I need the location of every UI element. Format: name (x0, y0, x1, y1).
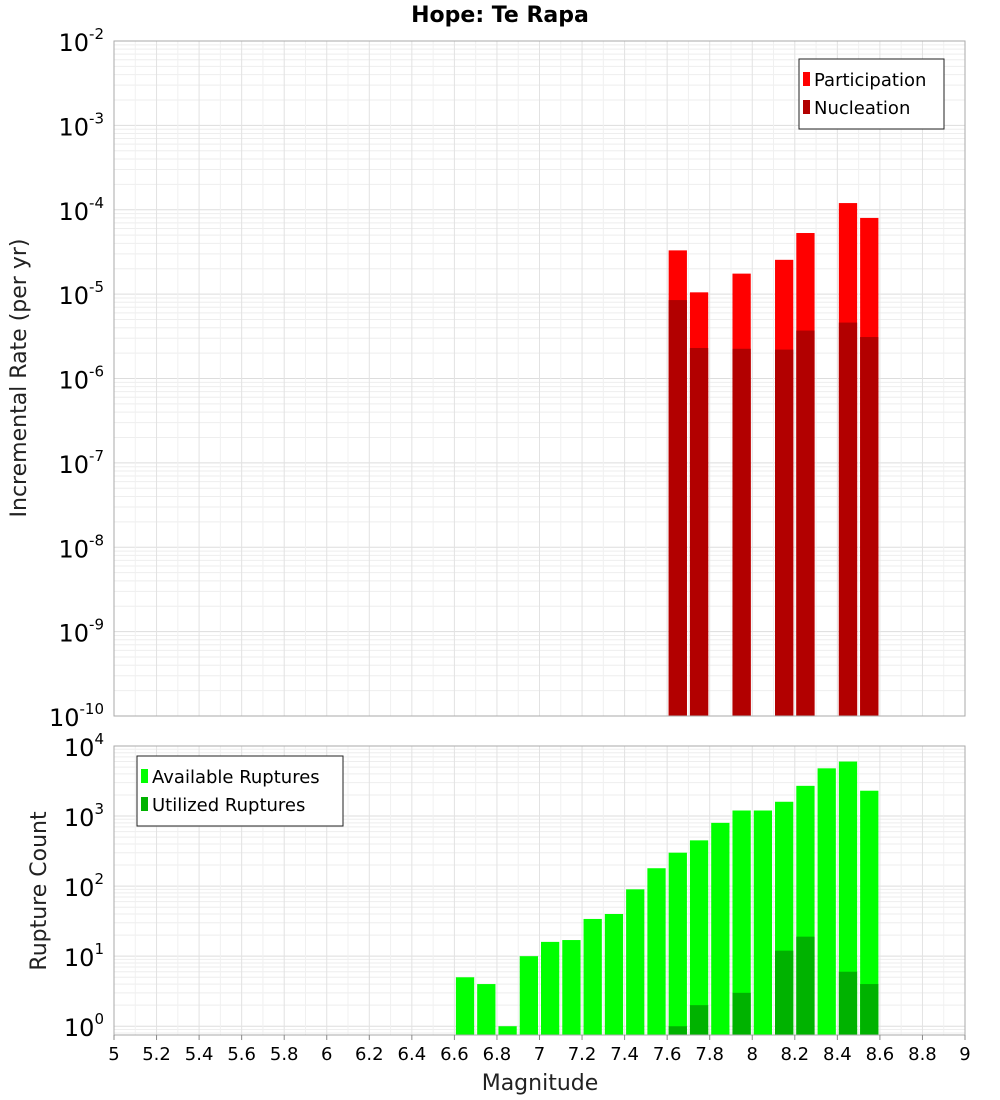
x-axis-label: Magnitude (482, 1071, 599, 1096)
top-legend-swatch (803, 100, 810, 114)
bottom-bar-utilized-ruptures (775, 950, 794, 1035)
bottom-bar-utilized-ruptures (668, 1026, 687, 1035)
x-tick-label: 9 (959, 1044, 970, 1065)
bottom-bar-available-ruptures (562, 940, 581, 1035)
bottom-y-tick-label: 100 (64, 1010, 104, 1042)
top-bar-nucleation (732, 348, 751, 716)
bottom-legend-swatch (141, 769, 148, 783)
top-bar-nucleation (796, 330, 815, 716)
top-y-tick-label: 10-10 (49, 700, 104, 732)
x-tick-label: 8.4 (823, 1044, 852, 1065)
top-y-tick-label: 10-7 (58, 447, 104, 479)
x-tick-label: 6.4 (398, 1044, 427, 1065)
bottom-bar-utilized-ruptures (689, 1005, 709, 1035)
top-y-tick-label: 10-3 (58, 109, 104, 141)
x-tick-label: 6 (321, 1044, 332, 1065)
x-tick-label: 8.8 (908, 1044, 937, 1065)
x-tick-label: 7.4 (610, 1044, 639, 1065)
bottom-bar-utilized-ruptures (838, 971, 858, 1035)
bottom-bar-available-ruptures (860, 790, 879, 1035)
bottom-plot-area: 100 101 102 103 104 Available Ruptures Utilize… (64, 730, 971, 1065)
bottom-bar-available-ruptures (498, 1026, 517, 1035)
top-bar-nucleation (775, 349, 794, 716)
x-tick-label: 6.6 (440, 1044, 469, 1065)
x-tick-label: 5.2 (142, 1044, 171, 1065)
top-legend-swatch (803, 72, 810, 86)
bottom-bar-available-ruptures (753, 810, 773, 1035)
x-tick-label: 8.2 (780, 1044, 809, 1065)
bottom-bar-utilized-ruptures (860, 984, 879, 1035)
bottom-legend-label: Available Ruptures (152, 767, 320, 788)
x-tick-label: 8 (747, 1044, 758, 1065)
top-bar-nucleation (689, 347, 709, 716)
bottom-bar-available-ruptures (732, 810, 751, 1035)
bottom-bar-available-ruptures (817, 768, 836, 1035)
top-y-tick-label: 10-8 (58, 531, 104, 563)
bottom-bar-available-ruptures (668, 852, 687, 1035)
chart-title: Hope: Te Rapa (411, 3, 589, 28)
bottom-legend-label: Utilized Ruptures (152, 795, 305, 816)
bottom-y-axis-label: Rupture Count (27, 811, 52, 971)
x-tick-label: 7.2 (568, 1044, 597, 1065)
bottom-bar-available-ruptures (689, 840, 709, 1035)
bottom-legend-box (136, 755, 344, 827)
x-tick-label: 7.6 (653, 1044, 682, 1065)
bottom-y-tick-label: 104 (64, 730, 104, 762)
top-y-tick-label: 10-2 (58, 25, 104, 57)
bottom-y-tick-label: 103 (64, 800, 104, 832)
bottom-bar-utilized-ruptures (732, 992, 751, 1035)
x-tick-label: 8.6 (866, 1044, 895, 1065)
top-plot-area: 10-10 10-9 10-8 10-7 10-6 10-5 10-4 10-3 10-2 Par… (49, 25, 966, 732)
top-y-tick-label: 10-9 (58, 616, 104, 648)
bottom-legend-swatch (141, 797, 148, 811)
top-legend-label: Participation (814, 70, 926, 91)
bottom-bar-available-ruptures (626, 889, 645, 1035)
bottom-bar-available-ruptures (519, 956, 538, 1035)
top-bar-nucleation (838, 322, 858, 716)
top-legend-box (798, 58, 945, 130)
top-bar-nucleation (668, 300, 687, 716)
x-tick-label: 7.8 (695, 1044, 724, 1065)
top-y-axis-label: Incremental Rate (per yr) (7, 239, 32, 518)
bottom-bar-utilized-ruptures (796, 936, 815, 1035)
bottom-bar-available-ruptures (541, 941, 560, 1035)
top-plot-frame (113, 40, 966, 717)
bottom-bar-available-ruptures (455, 977, 475, 1035)
x-tick-label: 5 (108, 1044, 119, 1065)
x-tick-label: 5.8 (270, 1044, 299, 1065)
bottom-y-tick-label: 101 (64, 940, 104, 972)
x-tick-label: 7 (534, 1044, 545, 1065)
x-tick-label: 6.2 (355, 1044, 384, 1065)
x-tick-label: 5.6 (227, 1044, 256, 1065)
x-tick-label: 5.4 (185, 1044, 214, 1065)
x-tick-label: 6.8 (483, 1044, 512, 1065)
top-y-tick-label: 10-4 (58, 194, 104, 226)
bottom-y-tick-label: 102 (64, 870, 104, 902)
top-y-tick-label: 10-6 (58, 363, 104, 395)
top-y-tick-label: 10-5 (58, 278, 104, 310)
bottom-bar-available-ruptures (583, 918, 602, 1035)
bottom-bar-available-ruptures (604, 914, 624, 1035)
bottom-bar-available-ruptures (838, 761, 858, 1035)
top-bar-nucleation (860, 337, 879, 716)
bottom-bar-available-ruptures (647, 868, 666, 1035)
bottom-bar-available-ruptures (477, 984, 496, 1035)
bottom-bar-available-ruptures (711, 822, 730, 1035)
top-legend-label: Nucleation (814, 98, 910, 119)
